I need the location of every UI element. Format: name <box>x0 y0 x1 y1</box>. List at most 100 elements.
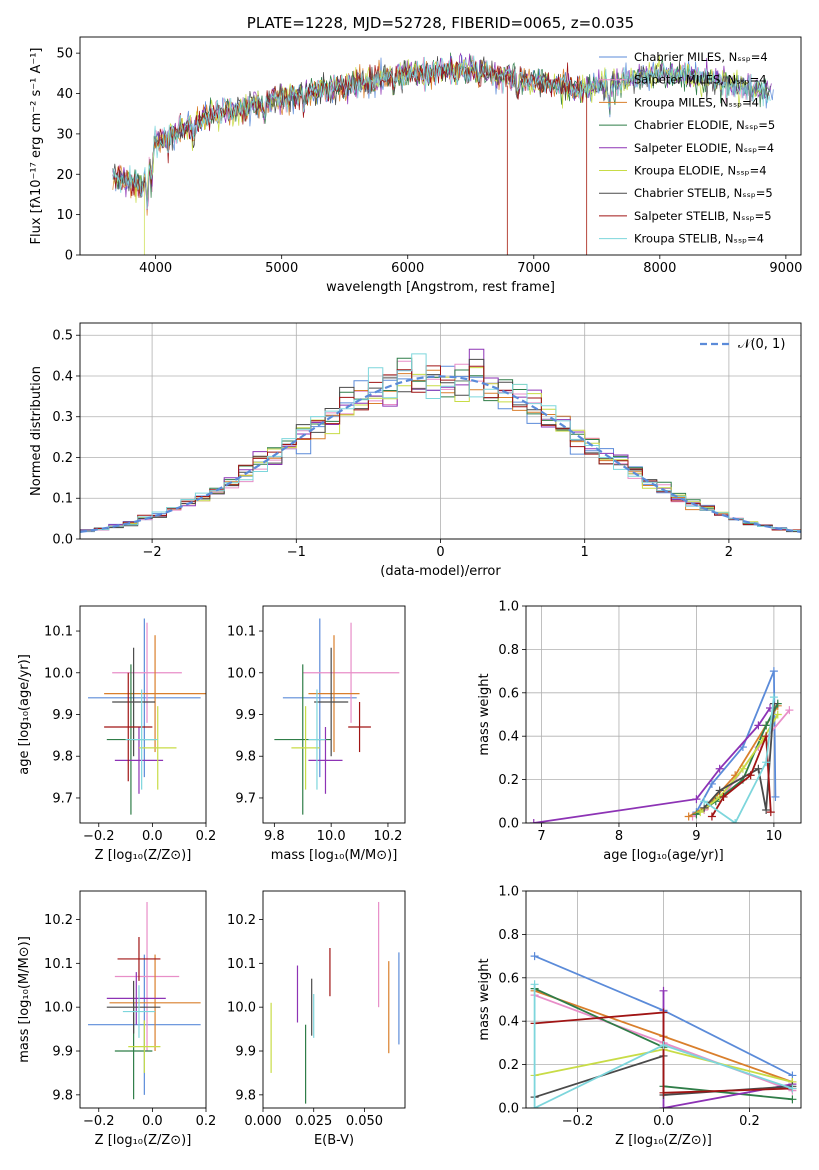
x-tick-label-1: 0.025 <box>295 1114 332 1129</box>
weight-marker-4-0 <box>659 986 668 995</box>
legend-label-5: Kroupa ELODIE, Nₛₛₚ=4 <box>634 164 767 178</box>
spectrum-lines <box>112 52 774 255</box>
x-tick-label-1: 8 <box>615 829 623 844</box>
x-tick-label-2: 0.2 <box>196 829 217 844</box>
weight-marker-4-1 <box>692 795 701 804</box>
y-tick-label-1: 0.2 <box>498 773 519 788</box>
weight-marker-5-0 <box>696 808 705 817</box>
x-tick-label-2: 10.2 <box>373 829 402 844</box>
y-tick-label-3: 0.6 <box>498 686 519 701</box>
x-tick-label-2: 6000 <box>391 261 424 276</box>
y-tick-label-2: 9.9 <box>52 708 73 723</box>
y-axis-label: mass weight <box>477 958 492 1040</box>
axes-frame <box>79 322 802 540</box>
y-tick-label-0: 9.7 <box>52 791 73 806</box>
y-axis-label: age [log₁₀(age/yr)] <box>17 654 32 775</box>
age-vs-mass-panel: 9.8 10.0 10.2 9.7 9.8 9.9 10.0 10.1 mass [log₁₀(… <box>227 605 406 863</box>
y-tick-label-5: 50 <box>56 47 73 62</box>
error-bars <box>270 901 400 1104</box>
spectrum-panel: 4000 5000 6000 7000 8000 9000 0 10 20 30 40 50 wavel… <box>29 14 802 295</box>
weight-marker-6-1 <box>715 786 724 795</box>
x-tick-label-1: 10.0 <box>317 829 346 844</box>
y-tick-label-4: 40 <box>56 87 73 102</box>
weight-marker-7-2 <box>746 771 755 780</box>
y-tick-label-4: 10.2 <box>44 913 73 928</box>
y-tick-label-4: 0.4 <box>52 369 73 384</box>
axes-frame <box>79 605 207 824</box>
weight-marker-7-2 <box>659 1088 668 1097</box>
x-axis-label: mass [log₁₀(M/M⊙)] <box>271 848 398 863</box>
weight-marker-8-2 <box>762 758 771 767</box>
mass-vs-metallicity-panel: −0.2 0.0 0.2 9.8 9.9 10.0 10.1 10.2 Z [log₁₀(Z/Z… <box>17 890 217 1148</box>
error-bars <box>88 901 201 1100</box>
axes-frame <box>79 36 802 256</box>
x-tick-label-0: −0.2 <box>83 1114 115 1129</box>
weight-marker-4-3 <box>754 721 763 730</box>
x-tick-label-1: −1 <box>287 545 306 560</box>
y-tick-label-5: 0.5 <box>52 329 73 344</box>
x-tick-label-3: 10 <box>766 829 783 844</box>
x-tick-label-1: 0.0 <box>653 1114 674 1129</box>
y-tick-label-2: 0.4 <box>498 730 519 745</box>
legend-label-3: Chabrier ELODIE, Nₛₛₚ=5 <box>634 118 775 132</box>
y-tick-label-3: 10.1 <box>44 957 73 972</box>
y-tick-label-2: 20 <box>56 168 73 183</box>
x-tick-label-2: 0.050 <box>346 1114 383 1129</box>
weight-marker-7-1 <box>659 1008 668 1017</box>
x-tick-label-0: 9.8 <box>264 829 285 844</box>
legend-label-6: Chabrier STELIB, Nₛₛₚ=5 <box>634 186 773 200</box>
weight-marker-0-3 <box>769 667 778 676</box>
weight-marker-8-1 <box>731 819 740 823</box>
y-tick-label-5: 1.0 <box>498 885 519 900</box>
residual-histogram-panel: −2 −1 0 1 2 0.0 0.1 0.2 0.3 0.4 0.5 (data-model)/er… <box>29 322 802 579</box>
axes-frame <box>79 890 207 1109</box>
x-tick-label-3: 1 <box>581 545 589 560</box>
weight-vs-age-panel: 7 8 9 10 0.0 0.2 0.4 0.6 0.8 1.0 age [log₁₀(age/yr… <box>477 600 802 863</box>
x-tick-label-2: 9 <box>692 829 700 844</box>
weight-marker-8-0 <box>530 980 539 989</box>
x-tick-label-1: 0.0 <box>142 1114 163 1129</box>
chart-title: PLATE=1228, MJD=52728, FIBERID=0065, z=0… <box>247 14 634 32</box>
y-axis-label: Normed distribution <box>29 366 44 496</box>
error-bars <box>88 618 206 815</box>
legend-label-0: Chabrier MILES, Nₛₛₚ=4 <box>634 50 768 64</box>
y-tick-label-3: 30 <box>56 127 73 142</box>
y-axis-label: mass [log₁₀(M/M⊙)] <box>17 936 32 1063</box>
y-tick-label-2: 0.2 <box>52 451 73 466</box>
y-tick-label-1: 0.1 <box>52 492 73 507</box>
weight-marker-8-1 <box>530 1104 539 1108</box>
weight-marker-6-3 <box>762 805 771 814</box>
weight-marker-4-0 <box>529 819 538 823</box>
y-tick-label-0: 9.8 <box>235 1088 256 1103</box>
x-tick-label-1: 5000 <box>265 261 298 276</box>
weight-marker-4-1 <box>659 1104 668 1108</box>
x-tick-label-1: 0.0 <box>142 829 163 844</box>
x-axis-label: (data-model)/error <box>380 564 501 579</box>
weight-marker-8-3 <box>788 1084 797 1093</box>
y-tick-label-1: 9.8 <box>235 750 256 765</box>
legend-label-7: Salpeter STELIB, Nₛₛₚ=5 <box>634 209 772 223</box>
x-tick-label-2: 0.2 <box>196 1114 217 1129</box>
weight-marker-0-0 <box>530 952 539 961</box>
y-tick-label-4: 10.1 <box>44 625 73 640</box>
y-tick-label-4: 0.8 <box>498 643 519 658</box>
x-axis-label: E(B-V) <box>314 1133 354 1148</box>
histograms <box>80 348 801 533</box>
mass-vs-ebv-panel: 0.000 0.025 0.050 9.8 9.9 10.0 10.1 10.2 E(B-V) <box>227 890 406 1148</box>
normal-curve <box>80 375 801 533</box>
x-tick-label-0: −2 <box>143 545 162 560</box>
x-tick-label-0: 7 <box>537 829 545 844</box>
x-tick-label-0: −0.2 <box>562 1114 594 1129</box>
weight-marker-7-4 <box>766 808 775 817</box>
weight-marker-2-0 <box>684 812 693 821</box>
weight-marker-0-1 <box>707 779 716 788</box>
legend-label-8: Kroupa STELIB, Nₛₛₚ=4 <box>634 232 764 246</box>
x-axis-label: wavelength [Angstrom, rest frame] <box>326 280 555 295</box>
y-tick-label-4: 10.2 <box>227 913 256 928</box>
weight-marker-6-2 <box>754 764 763 773</box>
x-tick-label-4: 2 <box>725 545 733 560</box>
x-tick-label-2: 0.2 <box>739 1114 760 1129</box>
weight-marker-7-1 <box>719 792 728 801</box>
spectrum-series-8 <box>112 55 771 209</box>
weight-marker-5-4 <box>773 710 782 719</box>
